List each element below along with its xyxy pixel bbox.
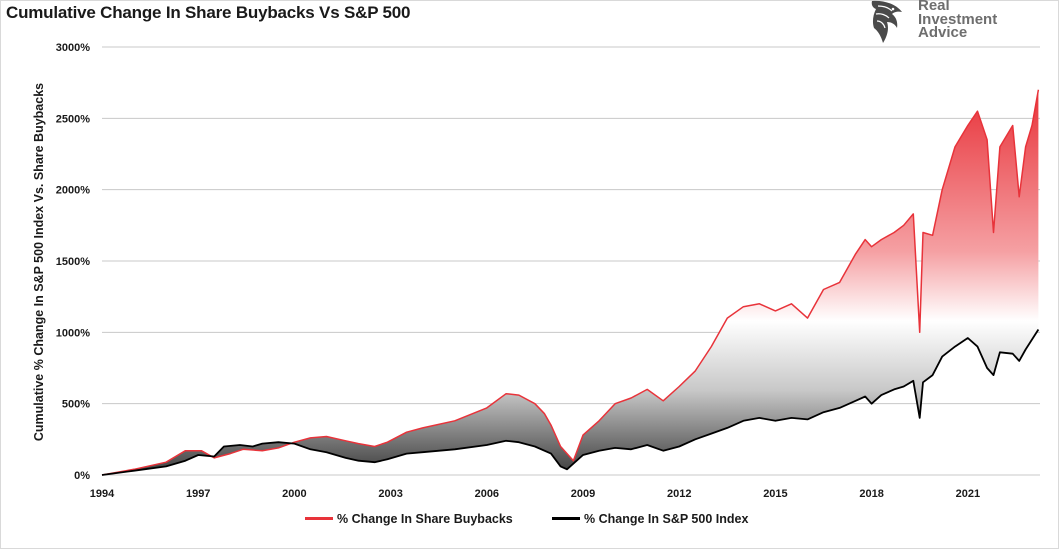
series-line-buybacks — [101, 89, 1040, 476]
spread-fill-area — [102, 89, 1039, 476]
gridlines — [102, 46, 1040, 476]
x-tick-label: 2000 — [282, 488, 306, 500]
x-tick-label: 2003 — [378, 488, 402, 500]
x-tick-label: 2009 — [571, 488, 595, 500]
x-tick-labels: 1994 1997 2000 2003 2006 2009 2012 2015 2018 2021 — [90, 488, 980, 500]
series-layer — [101, 89, 1040, 476]
x-tick-label: 2015 — [763, 488, 787, 500]
logo-line-2: Investment — [918, 10, 998, 28]
y-tick-label: 1500% — [56, 256, 90, 268]
logo-line-1: Real — [918, 0, 950, 14]
y-tick-label: 2500% — [56, 113, 90, 125]
y-tick-label: 500% — [62, 399, 90, 411]
y-tick-label: 1000% — [56, 327, 90, 339]
legend-label-sp500: % Change In S&P 500 Index — [584, 512, 749, 526]
legend-swatch-buybacks — [305, 517, 333, 521]
legend-swatch-sp500 — [552, 517, 580, 521]
logo: Real Investment Advice — [862, 0, 1012, 44]
legend-label-buybacks: % Change In Share Buybacks — [337, 512, 513, 526]
x-tick-label: 2006 — [475, 488, 499, 500]
x-tick-label: 1994 — [90, 488, 115, 500]
y-tick-labels: 0% 500% 1000% 1500% 2000% 2500% 3000% — [56, 42, 90, 482]
legend-item-sp500: % Change In S&P 500 Index — [552, 512, 748, 526]
logo-line-3: Advice — [918, 24, 968, 41]
y-tick-label: 0% — [74, 470, 90, 482]
logo-text: Real Investment Advice — [918, 0, 997, 40]
y-tick-label: 2000% — [56, 185, 90, 197]
series-line-sp500 — [101, 329, 1040, 476]
x-tick-label: 2021 — [956, 488, 980, 500]
legend: % Change In Share Buybacks % Change In S… — [0, 512, 1059, 532]
x-tick-label: 1997 — [186, 488, 210, 500]
chart-title: Cumulative Change In Share Buybacks Vs S… — [6, 3, 411, 22]
eagle-logo-icon — [871, 0, 902, 44]
x-tick-label: 2012 — [667, 488, 691, 500]
y-tick-label: 3000% — [56, 42, 90, 54]
legend-item-buybacks: % Change In Share Buybacks — [305, 512, 513, 526]
x-tick-label: 2018 — [859, 488, 883, 500]
